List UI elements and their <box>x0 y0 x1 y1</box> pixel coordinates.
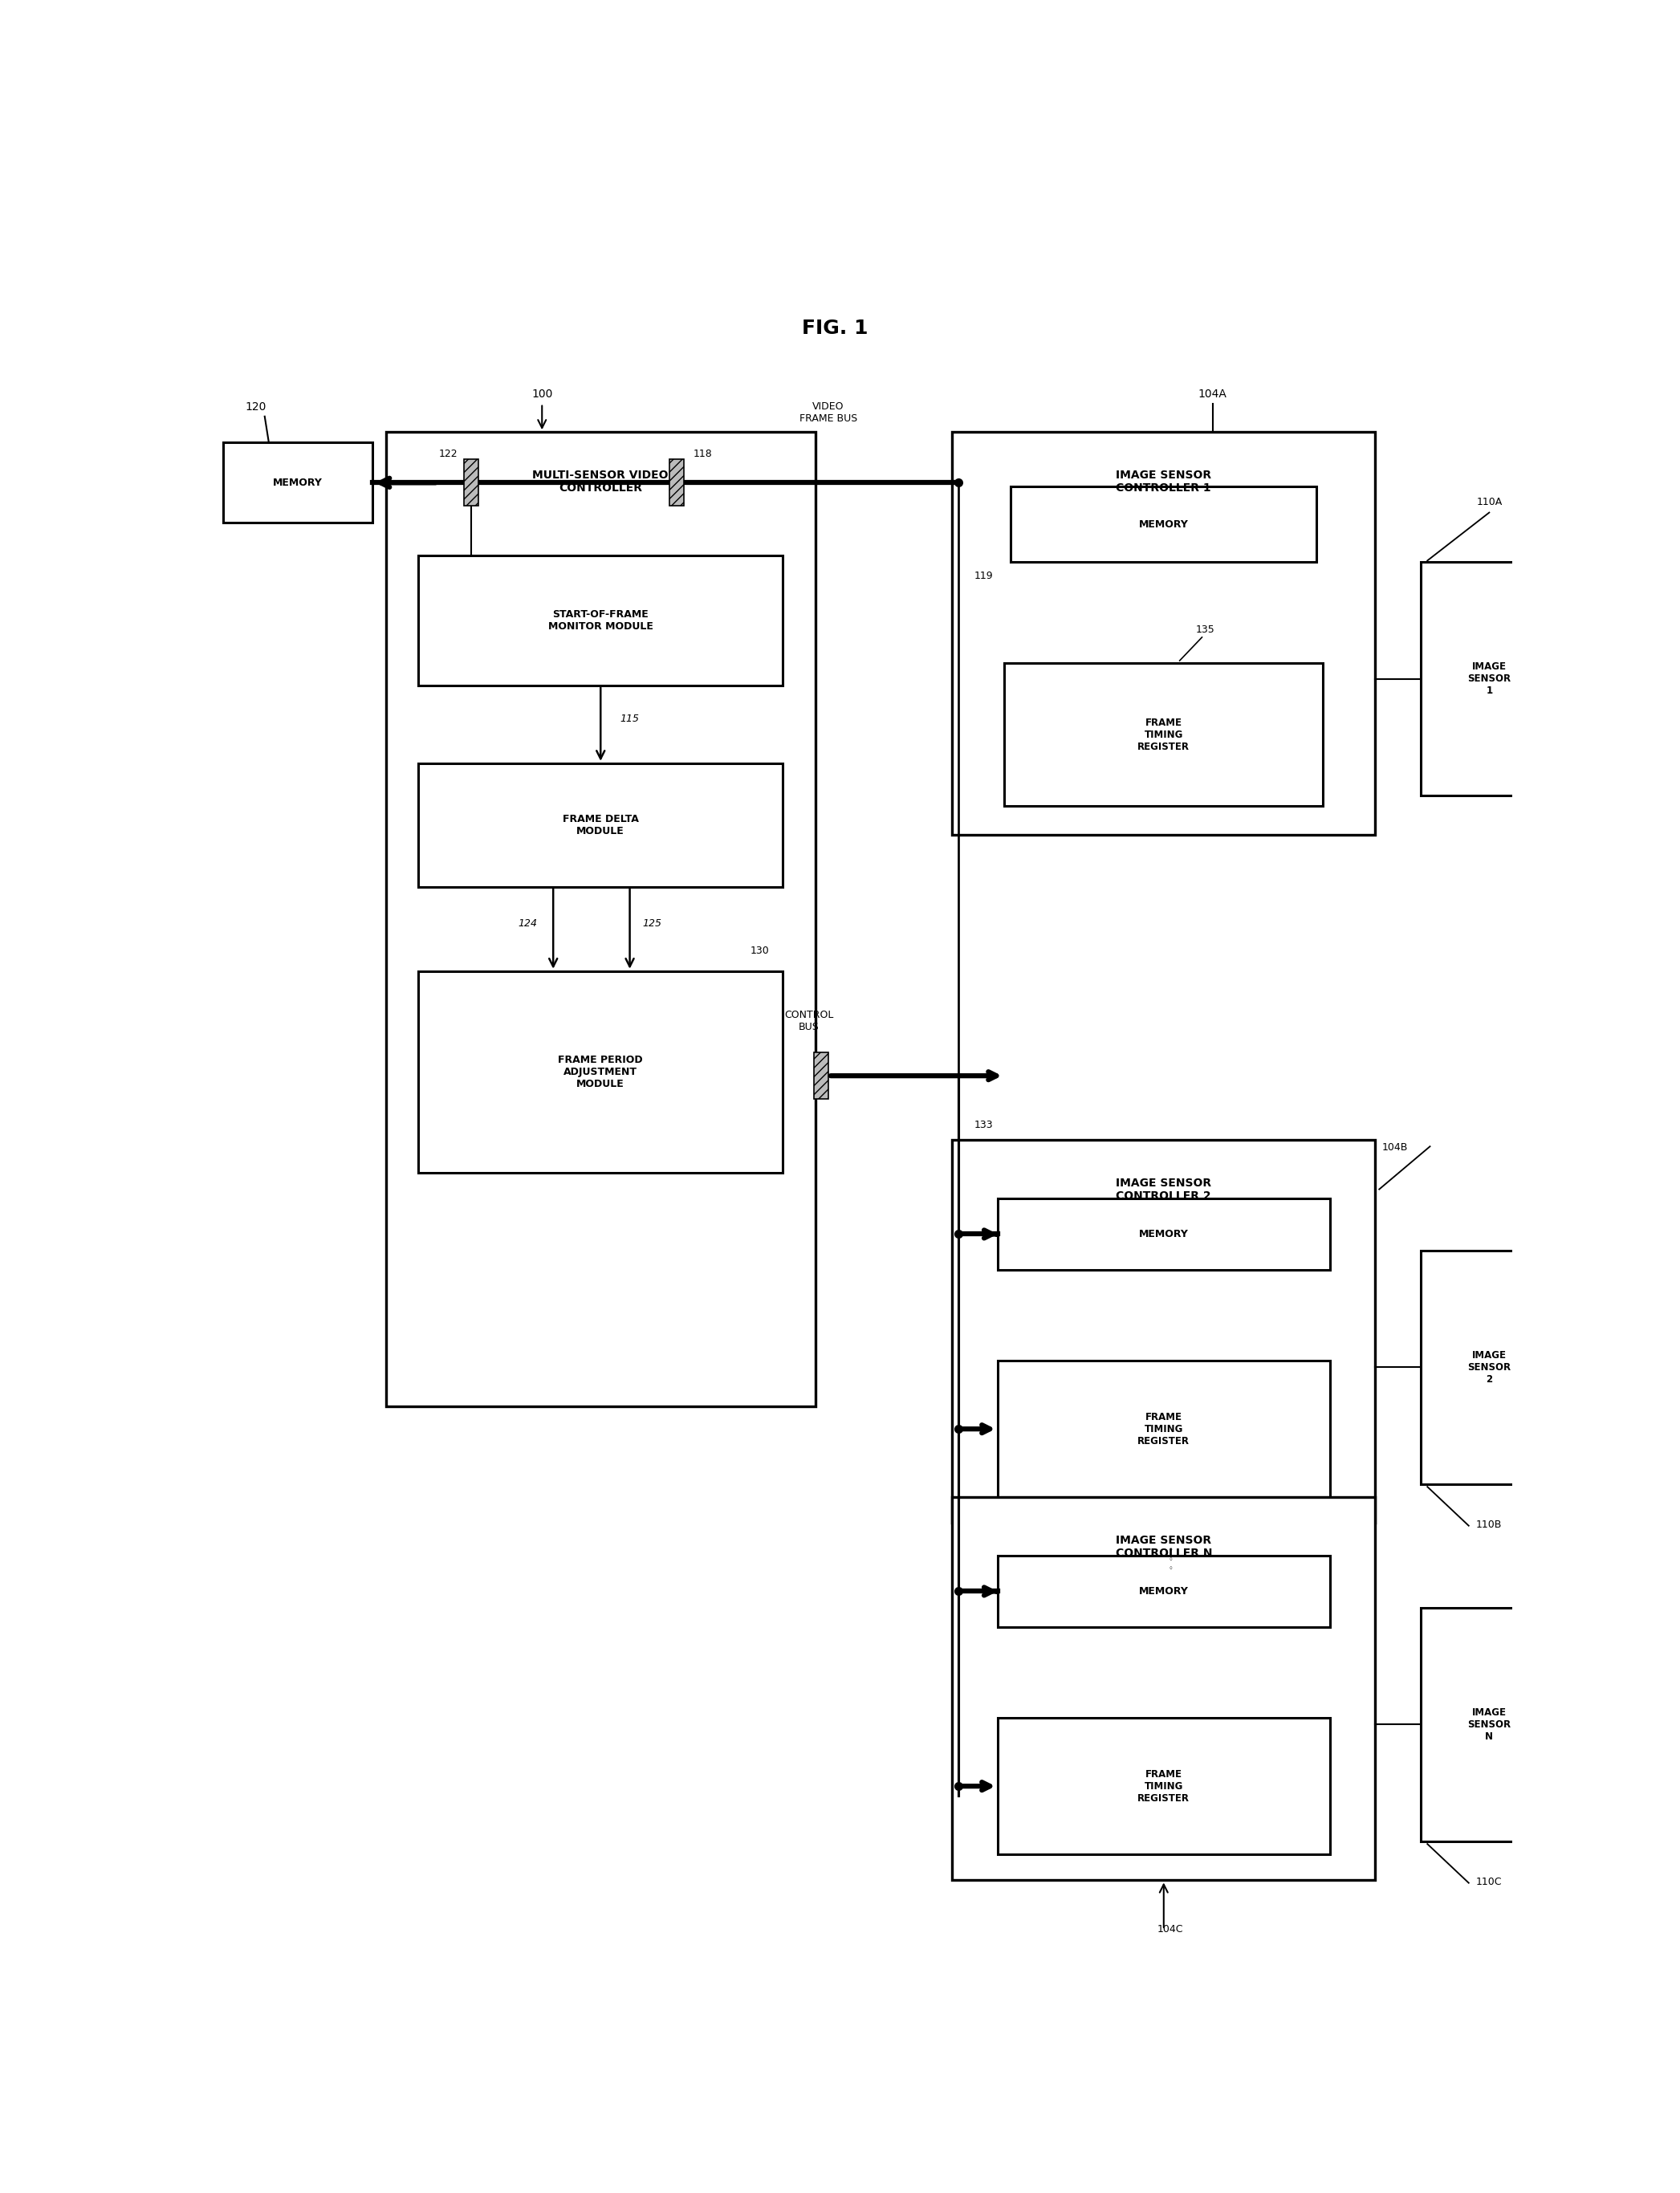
Bar <box>998 1555 1331 1627</box>
Text: 135: 135 <box>1196 625 1215 634</box>
Text: IMAGE
SENSOR
2: IMAGE SENSOR 2 <box>1468 1351 1510 1384</box>
Text: START-OF-FRAME
MONITOR MODULE: START-OF-FRAME MONITOR MODULE <box>548 610 654 632</box>
Text: 130: 130 <box>751 945 769 956</box>
Bar <box>998 1717 1331 1855</box>
Bar <box>418 971 783 1173</box>
Text: IMAGE
SENSOR
1: IMAGE SENSOR 1 <box>1468 662 1510 695</box>
Bar <box>953 432 1376 836</box>
Text: MEMORY: MEMORY <box>1139 1586 1188 1597</box>
Text: MEMORY: MEMORY <box>274 478 323 487</box>
Bar <box>953 1498 1376 1879</box>
Text: 122: 122 <box>438 450 457 458</box>
Bar <box>1421 1250 1557 1485</box>
Bar <box>953 1140 1376 1524</box>
Text: IMAGE
SENSOR
N: IMAGE SENSOR N <box>1468 1706 1510 1741</box>
Text: MEMORY: MEMORY <box>1139 1228 1188 1239</box>
Bar <box>670 458 684 507</box>
Bar <box>464 458 479 507</box>
Text: 110C: 110C <box>1477 1877 1502 1886</box>
Bar <box>1011 487 1317 561</box>
Text: VIDEO
FRAME BUS: VIDEO FRAME BUS <box>800 401 857 423</box>
Text: 125: 125 <box>643 919 662 930</box>
Text: IMAGE SENSOR
CONTROLLER N: IMAGE SENSOR CONTROLLER N <box>1116 1535 1211 1559</box>
Bar <box>418 555 783 684</box>
Bar <box>223 443 373 522</box>
Text: IMAGE SENSOR
CONTROLLER 2: IMAGE SENSOR CONTROLLER 2 <box>1116 1178 1211 1202</box>
Bar <box>1005 662 1324 807</box>
Bar <box>815 1053 828 1099</box>
Text: 118: 118 <box>694 450 712 458</box>
Bar <box>998 1197 1331 1270</box>
Text: FRAME DELTA
MODULE: FRAME DELTA MODULE <box>563 814 638 836</box>
Text: 133: 133 <box>974 1121 993 1129</box>
Text: MEMORY: MEMORY <box>1139 520 1188 529</box>
Bar <box>1421 1607 1557 1842</box>
Text: CONTROL
BUS: CONTROL BUS <box>785 1011 833 1033</box>
Bar <box>1421 561 1557 796</box>
Text: FRAME
TIMING
REGISTER: FRAME TIMING REGISTER <box>1137 717 1189 752</box>
Text: 120: 120 <box>245 401 265 412</box>
Text: ◦
◦
◦: ◦ ◦ ◦ <box>1168 1546 1173 1572</box>
Text: FIG. 1: FIG. 1 <box>801 318 869 338</box>
Text: 110A: 110A <box>1477 498 1502 507</box>
Text: FRAME PERIOD
ADJUSTMENT
MODULE: FRAME PERIOD ADJUSTMENT MODULE <box>558 1055 643 1090</box>
Text: 119: 119 <box>974 570 993 581</box>
Text: 104B: 104B <box>1381 1143 1408 1154</box>
Bar <box>998 1360 1331 1498</box>
Text: 110B: 110B <box>1477 1520 1502 1531</box>
Text: FRAME
TIMING
REGISTER: FRAME TIMING REGISTER <box>1137 1770 1189 1803</box>
Text: 104A: 104A <box>1198 388 1226 399</box>
Text: 100: 100 <box>531 388 553 399</box>
Text: FRAME
TIMING
REGISTER: FRAME TIMING REGISTER <box>1137 1412 1189 1445</box>
Bar <box>418 763 783 886</box>
Text: 115: 115 <box>620 715 640 724</box>
Text: 124: 124 <box>519 919 538 930</box>
Text: 104C: 104C <box>1158 1925 1183 1934</box>
Text: IMAGE SENSOR
CONTROLLER 1: IMAGE SENSOR CONTROLLER 1 <box>1116 469 1211 493</box>
Bar <box>386 432 815 1406</box>
Text: MULTI-SENSOR VIDEO
CONTROLLER: MULTI-SENSOR VIDEO CONTROLLER <box>533 469 669 493</box>
